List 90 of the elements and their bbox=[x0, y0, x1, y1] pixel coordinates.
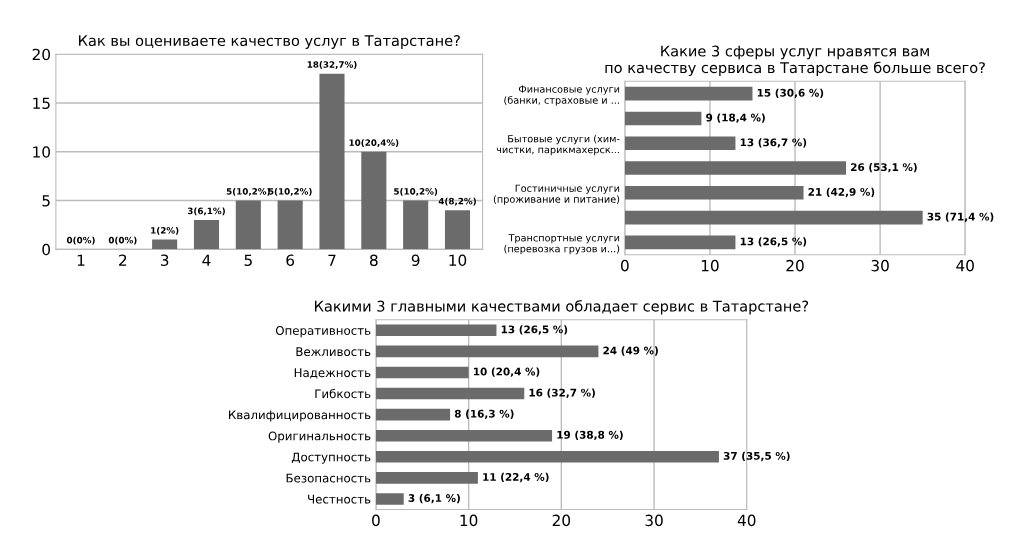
x-tick-label: 1 bbox=[77, 254, 85, 266]
x-tick-label: 2 bbox=[119, 254, 127, 266]
y-tick-label: Честность bbox=[308, 494, 371, 504]
y-tick-label: Бытовые услуги (хим- чистки, парикмахерск... bbox=[496, 134, 620, 156]
y-tick-label: Безопасность bbox=[286, 473, 371, 483]
data-label: 18(32,7%) bbox=[307, 61, 357, 69]
bar bbox=[624, 185, 804, 200]
bar bbox=[375, 387, 525, 400]
y-tick-label: 5 bbox=[42, 195, 50, 207]
bar bbox=[375, 324, 497, 337]
bar bbox=[375, 472, 478, 484]
bar bbox=[444, 210, 471, 250]
bar bbox=[624, 235, 736, 250]
x-tick-label: 6 bbox=[286, 254, 295, 267]
data-label: 4(8,2%) bbox=[438, 197, 476, 206]
y-tick-label: Гибкость bbox=[315, 388, 371, 399]
chart-title: Какие 3 сферы услуг нравятся вам по качеству сервиса в Татарстане больше всего? bbox=[605, 45, 985, 76]
x-tick-label: 10 bbox=[449, 254, 467, 267]
x-tick-label: 10 bbox=[460, 514, 478, 527]
data-label: 21 (42,9 %) bbox=[808, 187, 875, 198]
x-tick-label: 0 bbox=[372, 514, 380, 527]
x-tick-label: 3 bbox=[160, 254, 169, 267]
bar bbox=[375, 345, 599, 358]
x-tick-label: 8 bbox=[370, 254, 378, 267]
bar bbox=[235, 200, 261, 250]
bar bbox=[375, 493, 404, 505]
data-label: 9 (18,4 %) bbox=[706, 113, 765, 123]
data-label: 10(20,4%) bbox=[349, 139, 399, 148]
bar bbox=[624, 210, 923, 225]
data-label: 5(10,2%) bbox=[226, 187, 270, 196]
bar bbox=[277, 200, 303, 250]
data-label: 11 (22,4 %) bbox=[483, 472, 549, 483]
chart-title: Какими 3 главными качествами обладает сервис в Татарстане? bbox=[315, 300, 809, 315]
data-label: 0(0%) bbox=[108, 236, 137, 245]
y-tick-label: Оригинальность bbox=[268, 431, 371, 443]
data-label: 13 (26,5 %) bbox=[740, 237, 807, 247]
y-tick-label: Оперативность bbox=[275, 326, 371, 338]
bar bbox=[624, 86, 753, 101]
x-tick-label: 5 bbox=[244, 254, 252, 267]
data-label: 3 (6,1 %) bbox=[408, 493, 460, 504]
x-tick-label: 10 bbox=[701, 259, 719, 272]
x-tick-label: 7 bbox=[328, 254, 336, 266]
bar bbox=[319, 73, 345, 250]
y-tick-label: Гостиничные услуги (проживание и питание) bbox=[493, 184, 620, 205]
bar bbox=[375, 408, 451, 421]
y-tick-label: Надежность bbox=[294, 368, 371, 379]
x-tick-label: 30 bbox=[871, 259, 889, 272]
data-label: 37 (35,5 %) bbox=[723, 451, 790, 462]
x-tick-label: 4 bbox=[202, 254, 211, 266]
x-tick-label: 9 bbox=[411, 254, 420, 267]
x-tick-label: 40 bbox=[737, 514, 756, 527]
data-label: 13 (36,7 %) bbox=[740, 138, 807, 148]
data-label: 5(10,2%) bbox=[268, 187, 312, 196]
bar bbox=[193, 220, 220, 250]
x-tick-label: 20 bbox=[786, 259, 804, 272]
y-tick-label: 15 bbox=[33, 97, 50, 109]
y-tick-label: Доступность bbox=[291, 452, 371, 464]
y-tick-label: Вежливость bbox=[296, 347, 371, 357]
data-label: 35 (71,4 %) bbox=[927, 212, 994, 222]
bar bbox=[375, 366, 469, 379]
y-tick-label: Квалифицированность bbox=[229, 410, 371, 422]
x-tick-label: 0 bbox=[620, 259, 629, 272]
x-tick-label: 40 bbox=[956, 259, 974, 272]
y-tick-label: 10 bbox=[33, 146, 50, 158]
bar bbox=[375, 450, 719, 463]
data-label: 13 (26,5 %) bbox=[501, 325, 568, 335]
chart-title: Как вы оцениваете качество услуг в Татарстане? bbox=[79, 35, 460, 49]
y-tick-label: 20 bbox=[32, 48, 50, 61]
data-label: 1(2%) bbox=[151, 226, 179, 235]
bar bbox=[624, 136, 736, 151]
data-label: 15 (30,6 %) bbox=[757, 88, 824, 99]
bar bbox=[403, 200, 429, 250]
data-label: 0(0%) bbox=[66, 236, 95, 245]
bar bbox=[361, 151, 387, 250]
y-tick-label: Транспортные услуги (перевозка грузов и...) bbox=[504, 234, 620, 255]
data-label: 5(10,2%) bbox=[394, 187, 438, 196]
bar bbox=[624, 161, 847, 175]
data-label: 16 (32,7 %) bbox=[529, 388, 595, 398]
bar bbox=[375, 429, 553, 442]
bar bbox=[152, 239, 178, 250]
data-label: 8 (16,3 %) bbox=[454, 409, 514, 419]
bar bbox=[624, 111, 702, 126]
data-label: 3(6,1%) bbox=[187, 207, 225, 216]
data-label: 10 (20,4 %) bbox=[473, 367, 540, 377]
y-tick-label: 0 bbox=[42, 243, 50, 256]
data-label: 26 (53,1 %) bbox=[851, 162, 917, 173]
data-label: 19 (38,8 %) bbox=[557, 430, 623, 441]
data-label: 24 (49 %) bbox=[603, 346, 658, 356]
y-tick-label: Финансовые услуги (банки, страховые и ... bbox=[504, 85, 620, 106]
x-tick-label: 30 bbox=[645, 514, 663, 527]
